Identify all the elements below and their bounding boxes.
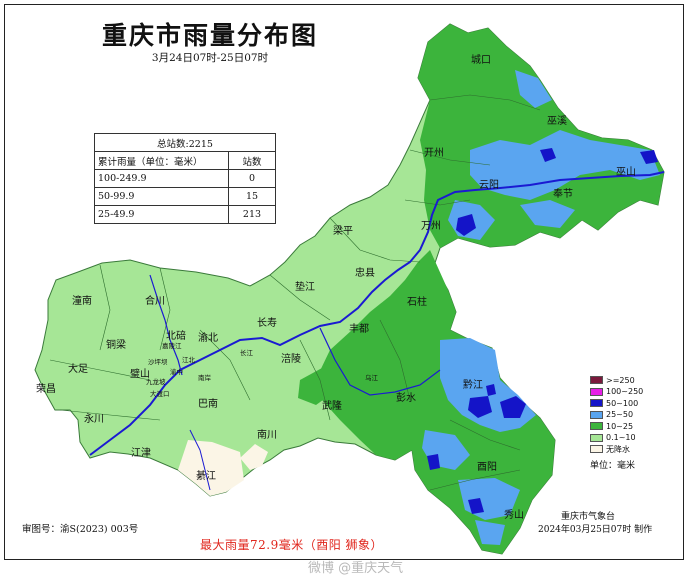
legend-label: 100~250 xyxy=(606,387,644,396)
stats-total: 总站数:2215 xyxy=(94,133,276,152)
label-chengkou: 城口 xyxy=(471,54,491,66)
label-rongchang: 荣昌 xyxy=(36,383,56,395)
label-jialing: 嘉陵江 xyxy=(162,341,182,350)
label-fengjie: 奉节 xyxy=(553,187,573,200)
label-xiushan: 秀山 xyxy=(504,509,524,521)
label-wulong: 武隆 xyxy=(322,399,342,412)
rain-10-25-zones xyxy=(298,24,664,554)
label-nanchuan: 南川 xyxy=(257,428,277,441)
weibo-watermark: 微博 @重庆天气 xyxy=(308,561,404,576)
label-youyang: 酉阳 xyxy=(477,461,497,473)
legend-swatch xyxy=(590,410,603,419)
table-row: 100-249.9 0 xyxy=(94,169,276,188)
label-changshou: 长寿 xyxy=(257,316,277,329)
station-stats-table: 总站数:2215 累计雨量（单位：毫米） 站数 100-249.9 0 50-9… xyxy=(94,133,276,224)
stats-count: 15 xyxy=(228,187,276,206)
legend-swatch xyxy=(590,445,603,453)
label-yunyang: 云阳 xyxy=(479,179,499,191)
rain-50-100-zones xyxy=(427,148,658,514)
legend-item: 100~250 xyxy=(590,387,643,397)
no-rain-area xyxy=(178,440,244,496)
table-row: 25-49.9 213 xyxy=(94,205,276,224)
legend-label: 25~50 xyxy=(606,410,634,419)
legend-label: 50~100 xyxy=(606,398,639,408)
stats-header-count: 站数 xyxy=(228,151,276,170)
label-fuling: 涪陵 xyxy=(281,352,301,365)
yangtze-river xyxy=(89,171,665,456)
label-bishan: 璧山 xyxy=(130,367,150,380)
label-dadukou: 大渡口 xyxy=(150,389,170,398)
legend-item: 25~50 xyxy=(590,410,643,420)
label-beibei: 北碚 xyxy=(166,329,186,342)
wujiang-river xyxy=(319,327,441,396)
label-wushan: 巫山 xyxy=(616,166,636,178)
stats-header-range: 累计雨量（单位：毫米） xyxy=(94,151,229,170)
legend-label: 0.1~10 xyxy=(606,433,636,442)
stats-count: 213 xyxy=(228,205,276,224)
stats-range: 25-49.9 xyxy=(94,205,229,224)
label-zhongxian: 忠县 xyxy=(355,267,375,279)
label-jiangbei: 江北 xyxy=(182,356,196,364)
label-shizhu: 石柱 xyxy=(407,295,427,308)
legend-swatch xyxy=(590,422,603,430)
label-pengshui: 彭水 xyxy=(396,391,416,404)
stats-range: 50-99.9 xyxy=(94,187,229,206)
legend-item: 50~100 xyxy=(590,398,643,408)
legend-swatch xyxy=(590,387,603,396)
label-jiulongpo: 九龙坡 xyxy=(146,377,166,386)
label-qianjiang: 黔江 xyxy=(463,378,483,391)
legend-swatch xyxy=(590,399,603,407)
label-tongnan: 潼南 xyxy=(72,294,92,307)
label-shapingba: 沙坪坝 xyxy=(148,357,168,366)
table-row: 50-99.9 15 xyxy=(94,187,276,206)
issue-time: 2024年03月25日07时 制作 xyxy=(538,525,653,535)
no-rain-area-2 xyxy=(240,444,268,470)
label-wujiang: 乌江 xyxy=(365,373,379,382)
max-rainfall-note: 最大雨量72.9毫米（酉阳 狮象） xyxy=(200,538,384,552)
legend-unit: 单位：毫米 xyxy=(590,461,636,471)
legend-swatch xyxy=(590,376,603,384)
legend-label: >=250 xyxy=(606,375,635,385)
map-frame xyxy=(4,4,684,560)
region-outline xyxy=(34,23,665,555)
label-fengdu: 丰都 xyxy=(349,322,369,335)
label-wanzhou: 万州 xyxy=(421,220,441,232)
stats-range: 100-249.9 xyxy=(94,169,229,188)
map-subtitle: 3月24日07时-25日07时 xyxy=(151,52,269,64)
legend-label: 无降水 xyxy=(606,444,630,454)
label-liangping: 梁平 xyxy=(333,224,353,237)
legend-label: 10~25 xyxy=(606,421,634,431)
map-approval-number: 审图号：渝S(2023) 003号 xyxy=(22,524,139,535)
label-banan: 巴南 xyxy=(198,397,218,410)
label-dazu: 大足 xyxy=(68,362,88,375)
label-jiangjin: 江津 xyxy=(131,447,151,459)
district-boundaries xyxy=(49,94,541,491)
label-yangtze: 长江 xyxy=(240,348,254,357)
label-dianjiang: 垫江 xyxy=(295,280,315,293)
label-tongliang: 铜梁 xyxy=(106,338,126,351)
label-yuzhong: 渝中 xyxy=(170,367,183,376)
label-nanan: 南岸 xyxy=(198,373,212,382)
label-kaizhou: 开州 xyxy=(424,147,444,159)
rain-legend: >=250 100~250 50~100 25~50 10~25 0.1~10 … xyxy=(590,375,643,471)
label-qijiang: 綦江 xyxy=(196,469,216,482)
label-yubei: 渝北 xyxy=(198,331,218,344)
legend-item: 无降水 xyxy=(590,444,643,454)
map-title: 重庆市雨量分布图 xyxy=(101,21,318,50)
issuing-organization: 重庆市气象台 xyxy=(561,512,616,522)
jialing-river xyxy=(149,274,183,376)
label-wuxi: 巫溪 xyxy=(547,115,567,127)
qijiang-river xyxy=(189,429,211,491)
label-hechuan: 合川 xyxy=(145,294,165,307)
legend-item: 0.1~10 xyxy=(590,433,643,443)
legend-item: 10~25 xyxy=(590,421,643,431)
label-yongchuan: 永川 xyxy=(84,412,104,425)
legend-swatch xyxy=(590,433,603,442)
legend-item: >=250 xyxy=(590,375,643,385)
stats-count: 0 xyxy=(228,169,276,188)
